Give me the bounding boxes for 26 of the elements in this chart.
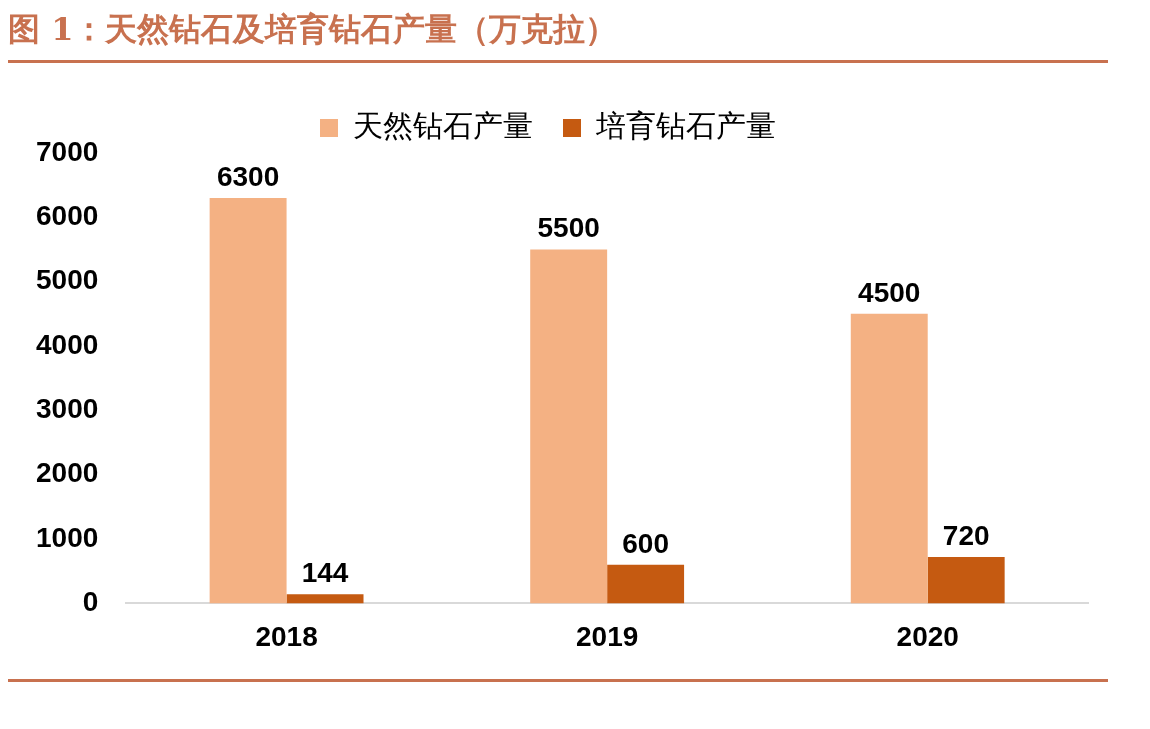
bar <box>850 313 928 604</box>
y-tick-label: 6000 <box>35 200 99 232</box>
bar <box>530 249 608 604</box>
bar <box>209 198 287 604</box>
chart-title: 图 1：天然钻石及培育钻石产量（万克拉） <box>8 8 1108 63</box>
x-tick-label: 2020 <box>896 620 959 652</box>
y-tick-label: 0 <box>82 586 99 618</box>
bar <box>286 594 364 604</box>
bar <box>927 557 1005 604</box>
y-tick-label: 3000 <box>35 393 99 425</box>
y-tick-label: 5000 <box>35 264 99 296</box>
bar <box>607 564 685 604</box>
legend-label: 天然钻石产量 <box>353 109 533 143</box>
data-label: 6300 <box>216 160 280 192</box>
y-tick-label: 2000 <box>35 457 99 489</box>
x-tick-label: 2019 <box>576 620 639 652</box>
legend-label: 培育钻石产量 <box>595 109 776 143</box>
data-label: 5500 <box>537 212 600 244</box>
data-label: 720 <box>942 519 990 551</box>
y-tick-label: 4000 <box>35 328 99 360</box>
data-label: 4500 <box>858 276 921 308</box>
y-tick-label: 7000 <box>35 135 99 167</box>
data-label: 144 <box>301 556 349 588</box>
y-tick-label: 1000 <box>35 521 99 553</box>
data-label: 600 <box>622 527 669 559</box>
x-tick-label: 2018 <box>255 620 318 652</box>
